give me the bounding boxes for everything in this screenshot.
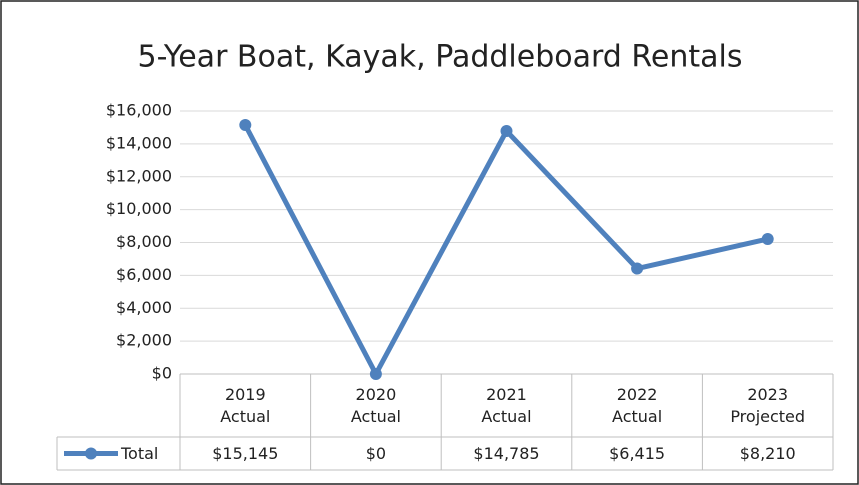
y-tick-label: $0 (152, 364, 172, 383)
category-text: 2019 Actual (220, 384, 271, 426)
y-tick-label: $10,000 (106, 199, 172, 218)
x-tick-label: 2023 Projected (702, 374, 833, 437)
data-table-value: $15,145 (212, 444, 278, 463)
x-tick-label: 2022 Actual (572, 374, 703, 437)
chart-title: 5-Year Boat, Kayak, Paddleboard Rentals (138, 40, 743, 75)
category-text: 2023 Projected (730, 384, 806, 426)
y-tick-label: $2,000 (116, 331, 172, 350)
y-tick-label: $14,000 (106, 133, 172, 152)
y-tick-label: $16,000 (106, 101, 172, 120)
point-marker (369, 368, 382, 380)
category-text: 2020 Actual (350, 384, 401, 426)
data-table-value: $8,210 (740, 444, 796, 463)
data-table-value: $0 (366, 444, 386, 463)
category-text: 2021 Actual (481, 384, 532, 426)
y-tick-label: $4,000 (116, 298, 172, 317)
y-tick-label: $8,000 (116, 232, 172, 251)
point-marker (239, 119, 252, 132)
data-table-value: $14,785 (473, 444, 539, 463)
point-marker (631, 262, 644, 275)
x-tick-label: 2019 Actual (180, 374, 311, 437)
y-tick-label: $6,000 (116, 265, 172, 284)
y-tick-label: $12,000 (106, 166, 172, 185)
data-table-value: $6,415 (609, 444, 665, 463)
legend-label: Total (120, 444, 158, 463)
x-tick-label: 2020 Actual (311, 374, 442, 437)
x-tick-label: 2021 Actual (441, 374, 572, 437)
legend-marker (85, 447, 97, 460)
category-text: 2022 Actual (612, 384, 663, 426)
point-marker (500, 124, 513, 137)
point-marker (761, 233, 774, 246)
